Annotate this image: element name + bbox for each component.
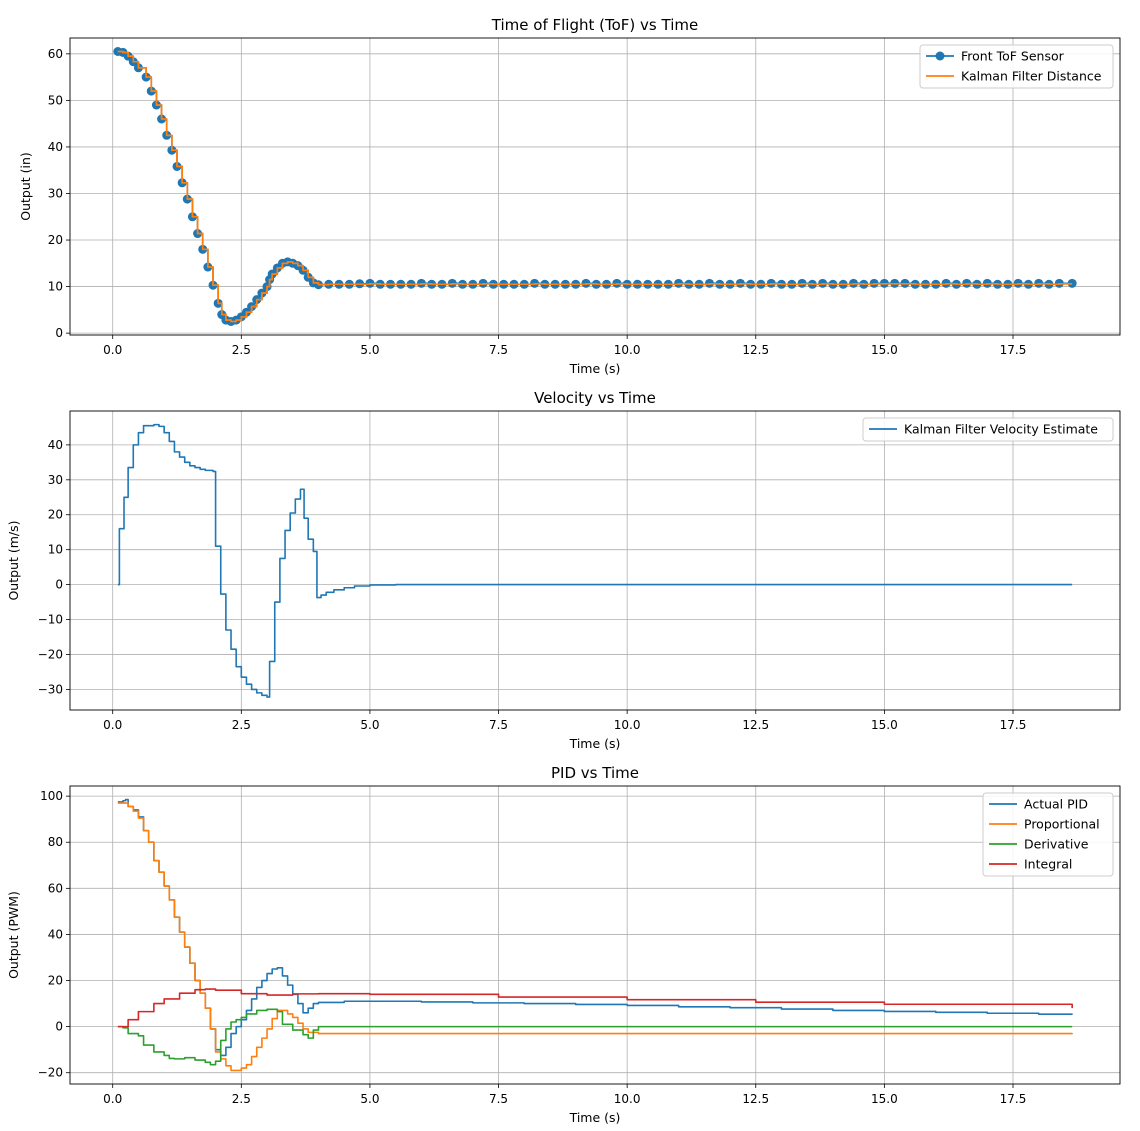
y-tick-label: −30 (38, 682, 63, 696)
x-tick-label: 2.5 (232, 1092, 251, 1106)
y-tick-label: −10 (38, 613, 63, 627)
axes-frame (69, 37, 1121, 336)
x-tick-label: 12.5 (742, 718, 769, 732)
legend-label: Proportional (1024, 817, 1100, 832)
subplot-2: 0.0 2.5 5.0 7.5 10.0 12.5 15.0 17.5 −30 −20 −10 0 10… (6, 389, 1121, 751)
y-tick-label: 60 (48, 47, 63, 61)
chart-title: PID vs Time (551, 764, 639, 782)
x-tick-label: 15.0 (871, 343, 898, 357)
y-tick-label: 0 (55, 578, 63, 592)
y-tick-label: 20 (48, 974, 63, 988)
y-tick-label: 100 (40, 789, 63, 803)
y-tick-label: 10 (48, 280, 63, 294)
legend: Kalman Filter Velocity Estimate (862, 417, 1114, 442)
legend-label: Integral (1024, 857, 1072, 872)
y-tick-label: 20 (48, 233, 63, 247)
y-tick-label: 40 (48, 140, 63, 154)
x-tick-label: 12.5 (742, 343, 769, 357)
y-tick-label: 20 (48, 508, 63, 522)
x-tick-label: 2.5 (232, 343, 251, 357)
chart-title: Velocity vs Time (534, 389, 656, 407)
x-tick-label: 0.0 (103, 343, 122, 357)
x-tick-label: 15.0 (871, 718, 898, 732)
y-axis-label: Output (in) (18, 152, 33, 221)
y-tick-label: 10 (48, 543, 63, 557)
legend: Front ToF Sensor Kalman Filter Distance (919, 44, 1114, 89)
y-tick-label: 40 (48, 438, 63, 452)
x-tick-label: 12.5 (742, 1092, 769, 1106)
x-axis-label: Time (s) (569, 736, 621, 751)
legend-marker (935, 51, 945, 61)
x-tick-label: 17.5 (1000, 343, 1027, 357)
chart-title: Time of Flight (ToF) vs Time (491, 16, 698, 34)
y-tick-label: 50 (48, 93, 63, 107)
series-line-actual-pid (117, 798, 1073, 1057)
legend-label: Actual PID (1024, 797, 1088, 812)
subplot-3: 0.0 2.5 5.0 7.5 10.0 12.5 15.0 17.5 −20 0 20 40 60 80… (6, 764, 1121, 1125)
y-axis-label: Output (PWM) (6, 891, 21, 979)
series-line-integral (117, 988, 1073, 1028)
x-tick-label: 7.5 (489, 343, 508, 357)
y-tick-label: −20 (38, 1066, 63, 1080)
x-tick-label: 0.0 (103, 1092, 122, 1106)
y-tick-label: 0 (55, 326, 63, 340)
legend-box (982, 792, 1114, 877)
y-tick-label: 60 (48, 881, 63, 895)
x-tick-label: 2.5 (232, 718, 251, 732)
x-tick-label: 15.0 (871, 1092, 898, 1106)
x-tick-label: 17.5 (1000, 1092, 1027, 1106)
legend-box (862, 417, 1114, 442)
series-line-proportional (117, 802, 1073, 1072)
x-tick-label: 0.0 (103, 718, 122, 732)
axes-frame (69, 785, 1121, 1085)
x-tick-label: 5.0 (360, 1092, 379, 1106)
series-line-derivative (117, 1008, 1073, 1066)
x-tick-label: 5.0 (360, 343, 379, 357)
legend: Actual PID Proportional Derivative Integral (982, 792, 1114, 877)
y-tick-label: 80 (48, 835, 63, 849)
x-tick-label: 5.0 (360, 718, 379, 732)
legend-box (919, 44, 1114, 89)
y-axis-label: Output (m/s) (6, 520, 21, 600)
x-tick-label: 7.5 (489, 718, 508, 732)
series-line-kalman-filter-velocity-estimate (117, 423, 1073, 698)
x-tick-label: 7.5 (489, 1092, 508, 1106)
series-line-kalman-filter-distance-overlay (117, 50, 1073, 323)
x-tick-label: 17.5 (1000, 718, 1027, 732)
y-tick-label: −20 (38, 647, 63, 661)
y-tick-label: 0 (55, 1020, 63, 1034)
legend-label: Derivative (1024, 837, 1089, 852)
x-tick-label: 10.0 (614, 343, 641, 357)
x-axis-label: Time (s) (569, 361, 621, 376)
y-tick-label: 30 (48, 186, 63, 200)
legend-label: Kalman Filter Distance (961, 69, 1102, 84)
legend-label: Front ToF Sensor (961, 49, 1065, 64)
subplot-1: 0.0 2.5 5.0 7.5 10.0 12.5 15.0 17.5 0 10 20 30 40 50 6… (18, 16, 1121, 376)
legend-label: Kalman Filter Velocity Estimate (904, 422, 1098, 437)
x-axis-label: Time (s) (569, 1110, 621, 1125)
y-tick-label: 40 (48, 927, 63, 941)
x-tick-label: 10.0 (614, 718, 641, 732)
x-tick-label: 10.0 (614, 1092, 641, 1106)
y-tick-label: 30 (48, 473, 63, 487)
axes-frame (69, 410, 1121, 711)
